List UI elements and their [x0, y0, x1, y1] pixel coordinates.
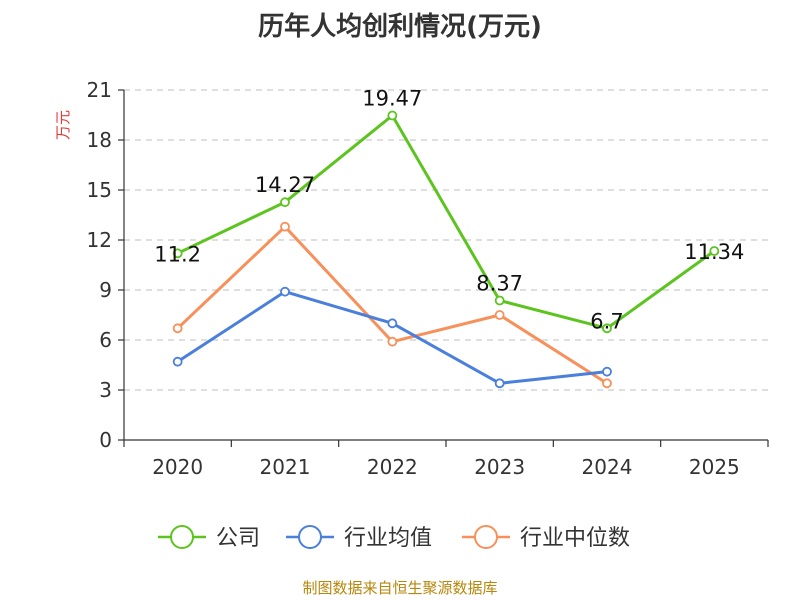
data-point	[172, 323, 183, 334]
data-point	[602, 378, 612, 389]
y-tick-label: 9	[99, 278, 112, 302]
x-tick-label: 2024	[582, 455, 633, 479]
data-point	[280, 197, 290, 208]
data-label: 6.7	[590, 309, 623, 333]
y-tick-label: 0	[99, 428, 112, 452]
data-point	[602, 323, 612, 334]
chart-title: 历年人均创利情况(万元)	[258, 12, 542, 42]
y-tick-label: 12	[87, 228, 112, 252]
x-tick-label: 2021	[260, 455, 311, 479]
data-label: 8.37	[476, 272, 523, 296]
y-axis-label: 万元	[54, 110, 72, 140]
legend-label: 行业均值	[344, 526, 432, 551]
x-tick-label: 2020	[152, 455, 203, 479]
legend-label: 行业中位数	[520, 526, 630, 551]
data-point	[494, 310, 505, 320]
x-tick-label: 2023	[474, 455, 525, 479]
data-label: 19.47	[362, 87, 422, 111]
data-point	[602, 366, 612, 377]
legend-marker	[298, 525, 322, 549]
x-tick-label: 2025	[689, 455, 740, 479]
legend-marker	[474, 525, 498, 549]
data-point	[494, 295, 505, 306]
y-tick-label: 3	[99, 378, 112, 402]
data-point	[387, 336, 398, 347]
data-point	[172, 356, 183, 367]
y-tick-label: 18	[87, 128, 112, 152]
legend-marker	[170, 525, 194, 549]
data-point	[387, 110, 398, 121]
data-point	[280, 221, 290, 232]
y-tick-label: 21	[87, 78, 112, 102]
data-label: 11.34	[684, 240, 744, 264]
legend-label: 公司	[216, 526, 260, 551]
source-note: 制图数据来自恒生聚源数据库	[302, 579, 498, 597]
x-tick-label: 2022	[367, 455, 418, 479]
data-label: 14.27	[255, 173, 315, 197]
series-line-行业中位数	[176, 225, 608, 385]
y-tick-label: 6	[99, 328, 112, 352]
data-point	[280, 286, 290, 297]
y-tick-label: 15	[87, 178, 112, 202]
data-point	[172, 248, 183, 259]
data-point	[494, 378, 505, 389]
data-point	[387, 318, 398, 329]
series-line-公司	[177, 114, 716, 330]
data-point	[709, 246, 720, 256]
data-label: 11.2	[154, 242, 201, 266]
